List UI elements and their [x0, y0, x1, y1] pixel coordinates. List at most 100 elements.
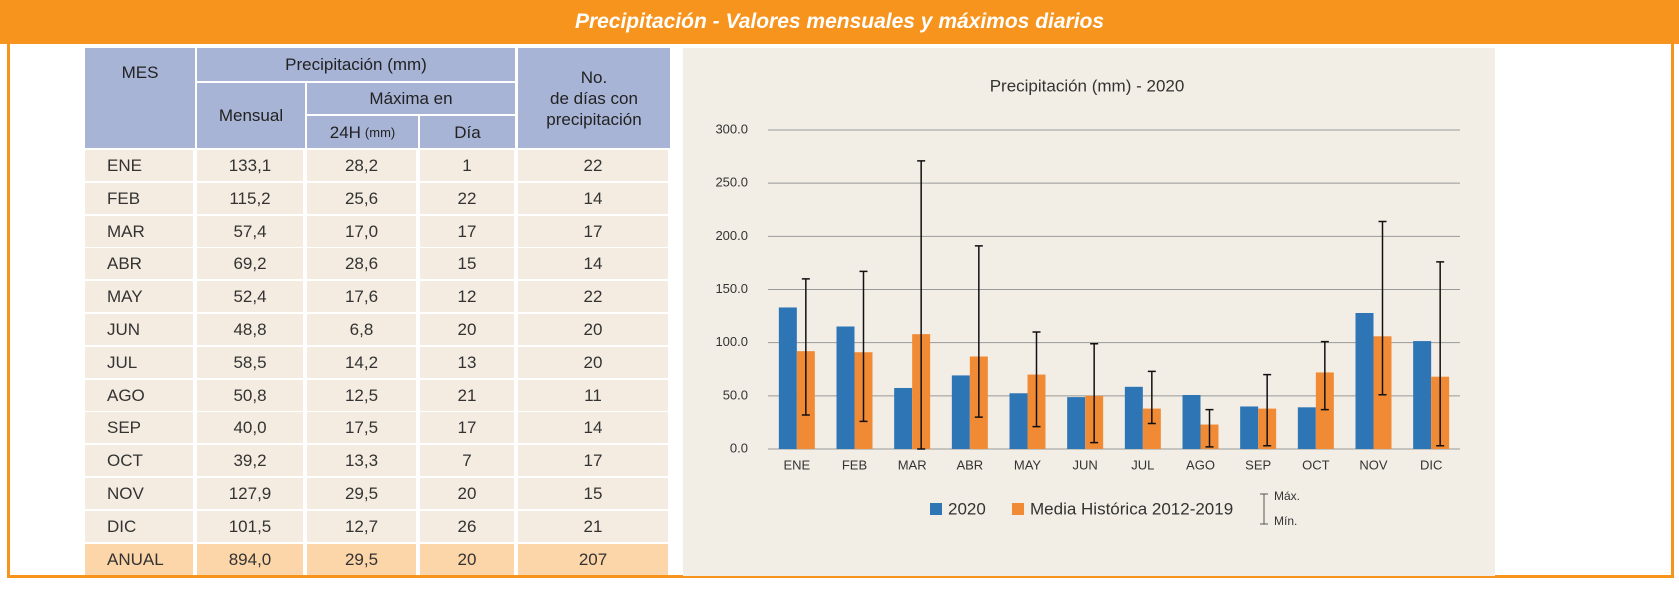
chart-title: Precipitación (mm) - 2020	[990, 76, 1185, 95]
y-tick-label: 0.0	[730, 440, 748, 455]
table-cell: 20	[420, 314, 514, 345]
table-cell: 17	[420, 412, 514, 444]
x-tick-label: FEB	[842, 457, 867, 472]
x-tick-label: AGO	[1186, 457, 1215, 472]
header-cell: Mensual	[197, 83, 305, 148]
table-cell: 133,1	[197, 150, 303, 181]
table-cell: 21	[518, 510, 668, 542]
legend-min: Mín.	[1274, 514, 1297, 528]
table-cell: 20	[518, 314, 668, 345]
header-cell: No. de días con precipitación	[518, 48, 670, 148]
error-bar	[1263, 373, 1272, 447]
header-text: No.	[580, 67, 608, 87]
bar	[1297, 407, 1316, 449]
bar	[1240, 406, 1259, 449]
table-cell: 14,2	[307, 346, 416, 378]
y-tick-label: 50.0	[723, 387, 748, 402]
table-cell: 39,2	[197, 445, 303, 477]
bar	[894, 387, 913, 449]
table-cell: 17	[518, 445, 668, 477]
error-bar	[1436, 261, 1445, 447]
table-cell: NOV	[85, 478, 193, 509]
x-tick-label: NOV	[1359, 457, 1388, 472]
table-cell: 52,4	[197, 281, 303, 313]
table-cell: 14	[518, 412, 668, 444]
error-bar	[974, 245, 983, 418]
table-cell: 28,6	[307, 248, 416, 280]
x-tick-label: ABR	[956, 457, 983, 472]
error-bar	[1205, 408, 1214, 448]
table-cell: 13,3	[307, 445, 416, 477]
table-cell: 12,5	[307, 379, 416, 411]
x-tick-label: MAR	[898, 457, 927, 472]
table-cell: 28,2	[307, 150, 416, 181]
table-cell: 12	[420, 281, 514, 313]
table-cell: 17,5	[307, 412, 416, 444]
error-bar	[1032, 331, 1041, 428]
y-tick-label: 250.0	[715, 175, 748, 190]
table-cell: AGO	[85, 379, 193, 411]
table-cell: ABR	[85, 248, 193, 280]
error-bar	[917, 160, 926, 450]
header-cell: Precipitación (mm)	[197, 48, 515, 81]
header-text: (mm)	[364, 124, 396, 140]
table-cell: 14	[518, 248, 668, 280]
table-cell: 12,7	[307, 510, 416, 542]
table-cell: SEP	[85, 412, 193, 444]
legend-max: Máx.	[1274, 489, 1300, 503]
table-cell: 101,5	[197, 510, 303, 542]
bar	[1009, 393, 1028, 449]
table-cell: 22	[518, 281, 668, 313]
table-cell: 48,8	[197, 314, 303, 345]
header-cell: MES	[85, 48, 195, 148]
table-cell: MAY	[85, 281, 193, 313]
x-tick-label: DIC	[1420, 457, 1442, 472]
table-cell: 29,5	[307, 543, 416, 575]
bar	[1182, 394, 1201, 449]
table-cell: 17,0	[307, 215, 416, 247]
x-tick-label: SEP	[1245, 457, 1271, 472]
bar	[1355, 312, 1374, 449]
table-cell: 115,2	[197, 182, 303, 214]
bar	[836, 326, 855, 449]
header-text: 24H	[329, 122, 361, 142]
table-cell: 29,5	[307, 478, 416, 509]
table-cell: 26	[420, 510, 514, 542]
table-cell: 13	[420, 346, 514, 378]
table-cell: 11	[518, 379, 668, 411]
table-cell: ANUAL	[85, 543, 193, 575]
bar	[1413, 341, 1432, 449]
legend-swatch	[1012, 503, 1024, 515]
x-tick-label: OCT	[1302, 457, 1330, 472]
table-cell: 69,2	[197, 248, 303, 280]
legend-error-icon	[1260, 493, 1268, 525]
table-cell: 15	[518, 478, 668, 509]
table-cell: 127,9	[197, 478, 303, 509]
legend-label: 2020	[948, 499, 986, 518]
table-cell: 14	[518, 182, 668, 214]
table-cell: 17	[518, 215, 668, 247]
table-cell: ENE	[85, 150, 193, 181]
frame	[7, 44, 1674, 578]
table-cell: 50,8	[197, 379, 303, 411]
bar	[1124, 386, 1143, 449]
table-cell: 22	[518, 150, 668, 181]
y-tick-label: 300.0	[715, 121, 748, 136]
y-tick-label: 150.0	[715, 281, 748, 296]
table-cell: 894,0	[197, 543, 303, 575]
bar	[778, 307, 797, 449]
legend-swatch	[930, 503, 942, 515]
header-text: precipitación	[546, 109, 642, 129]
table-cell: 17	[420, 215, 514, 247]
error-bar	[1090, 342, 1099, 444]
bar	[1067, 397, 1086, 449]
table-cell: 20	[420, 543, 514, 575]
error-bar	[1320, 340, 1329, 411]
table-cell: 25,6	[307, 182, 416, 214]
error-bar	[859, 270, 868, 423]
legend-label: Media Histórica 2012-2019	[1030, 499, 1233, 518]
header-cell: Máxima en	[307, 83, 515, 114]
table-cell: 20	[420, 478, 514, 509]
error-bar	[1378, 220, 1387, 396]
